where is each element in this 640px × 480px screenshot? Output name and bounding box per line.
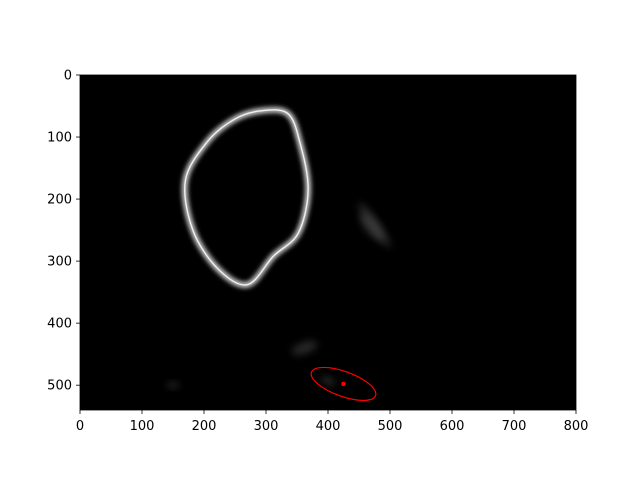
x-tick-label: 200 [192, 419, 217, 434]
x-tick-label: 100 [130, 419, 155, 434]
x-tick-label: 400 [316, 419, 341, 434]
faint-blob [320, 376, 336, 386]
ring-core [184, 109, 309, 286]
faint-blob [291, 340, 318, 355]
overlay-layer [310, 366, 377, 402]
x-tick-label: 700 [502, 419, 527, 434]
x-axis: 0 100 200 300 400 500 600 700 800 [76, 410, 589, 434]
x-tick-label: 800 [564, 419, 589, 434]
y-tick-label: 300 [47, 255, 72, 270]
x-tick-label: 0 [76, 419, 84, 434]
y-tick-label: 400 [47, 317, 72, 332]
y-tick-label: 200 [47, 193, 72, 208]
fit-ellipse [310, 366, 377, 402]
x-tick-label: 300 [254, 419, 279, 434]
x-tick-label: 600 [440, 419, 465, 434]
center-point [341, 381, 346, 387]
x-tick-label: 500 [378, 419, 403, 434]
image-layer [166, 105, 391, 389]
y-tick-label: 500 [47, 379, 72, 394]
plot-background [80, 75, 576, 410]
y-tick-label: 100 [47, 131, 72, 146]
faint-blob [166, 382, 180, 389]
y-tick-label: 0 [64, 69, 72, 84]
y-axis: 0 100 200 300 400 500 [47, 69, 80, 394]
faint-blob [358, 202, 391, 248]
